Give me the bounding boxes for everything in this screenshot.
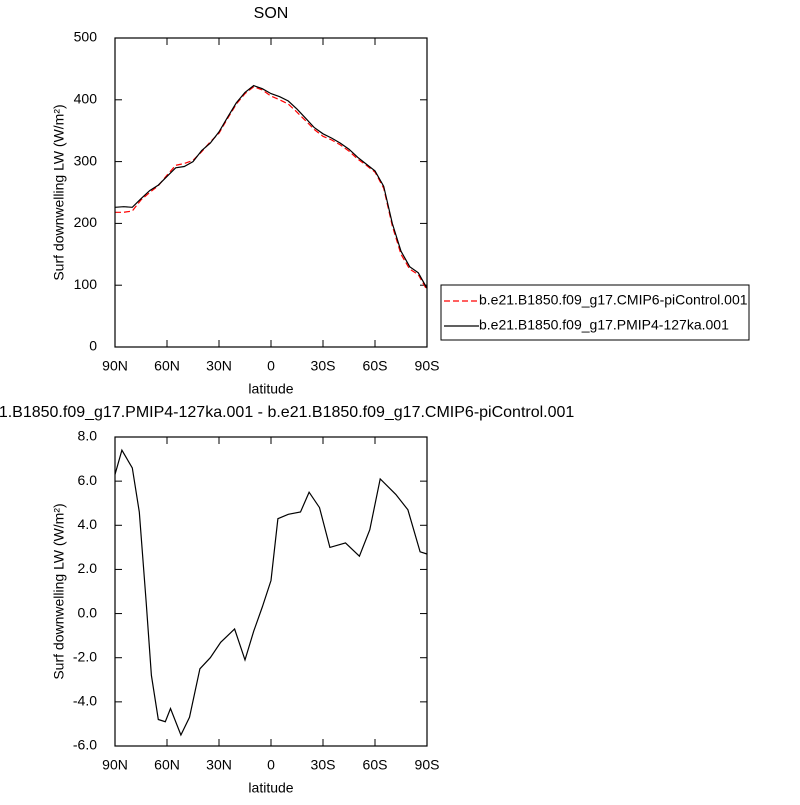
legend-box	[440, 284, 750, 341]
x-tick-label: 60N	[154, 757, 180, 773]
x-tick-label: 60N	[154, 358, 180, 374]
legend-label: b.e21.B1850.f09_g17.PMIP4-127ka.001	[479, 317, 729, 333]
y-tick-label: 100	[74, 276, 98, 292]
chart-title: SON	[254, 5, 289, 22]
y-tick-label: 200	[74, 214, 98, 230]
x-axis-label: latitude	[248, 381, 293, 397]
y-tick-label: -6.0	[73, 737, 97, 753]
plot-frame	[114, 37, 428, 348]
y-tick-label: 400	[74, 91, 98, 107]
x-tick-label: 0	[267, 358, 275, 374]
y-tick-label: 8.0	[78, 428, 98, 444]
x-tick-label: 90S	[415, 757, 440, 773]
y-tick-label: 500	[74, 29, 98, 45]
data-line	[114, 448, 428, 737]
y-tick-label: 2.0	[78, 560, 98, 576]
data-line	[115, 86, 428, 291]
y-axis-label: Surf downwelling LW (W/m²)	[51, 503, 67, 679]
legend-label: b.e21.B1850.f09_g17.CMIP6-piControl.001	[479, 292, 748, 308]
x-axis-label: latitude	[248, 780, 293, 796]
x-tick-label: 30S	[311, 757, 336, 773]
y-tick-label: 4.0	[78, 516, 98, 532]
y-tick-label: -2.0	[73, 648, 97, 664]
x-tick-label: 30N	[206, 358, 232, 374]
y-tick-label: 6.0	[78, 472, 98, 488]
x-tick-label: 60S	[363, 358, 388, 374]
x-tick-label: 60S	[363, 757, 388, 773]
y-tick-label: 0	[89, 338, 97, 354]
y-tick-label: 300	[74, 152, 98, 168]
data-line	[114, 84, 428, 289]
x-tick-label: 30S	[311, 358, 336, 374]
y-tick-label: -4.0	[73, 693, 97, 709]
x-tick-label: 30N	[206, 757, 232, 773]
chart-title: b.e21.B1850.f09_g17.PMIP4-127ka.001 - b.…	[0, 404, 574, 421]
plot-frame	[114, 436, 428, 747]
y-axis-label: Surf downwelling LW (W/m²)	[51, 104, 67, 280]
y-tick-label: 0.0	[78, 604, 98, 620]
x-tick-label: 90S	[415, 358, 440, 374]
x-tick-label: 90N	[102, 358, 128, 374]
x-tick-label: 0	[267, 757, 275, 773]
x-tick-label: 90N	[102, 757, 128, 773]
